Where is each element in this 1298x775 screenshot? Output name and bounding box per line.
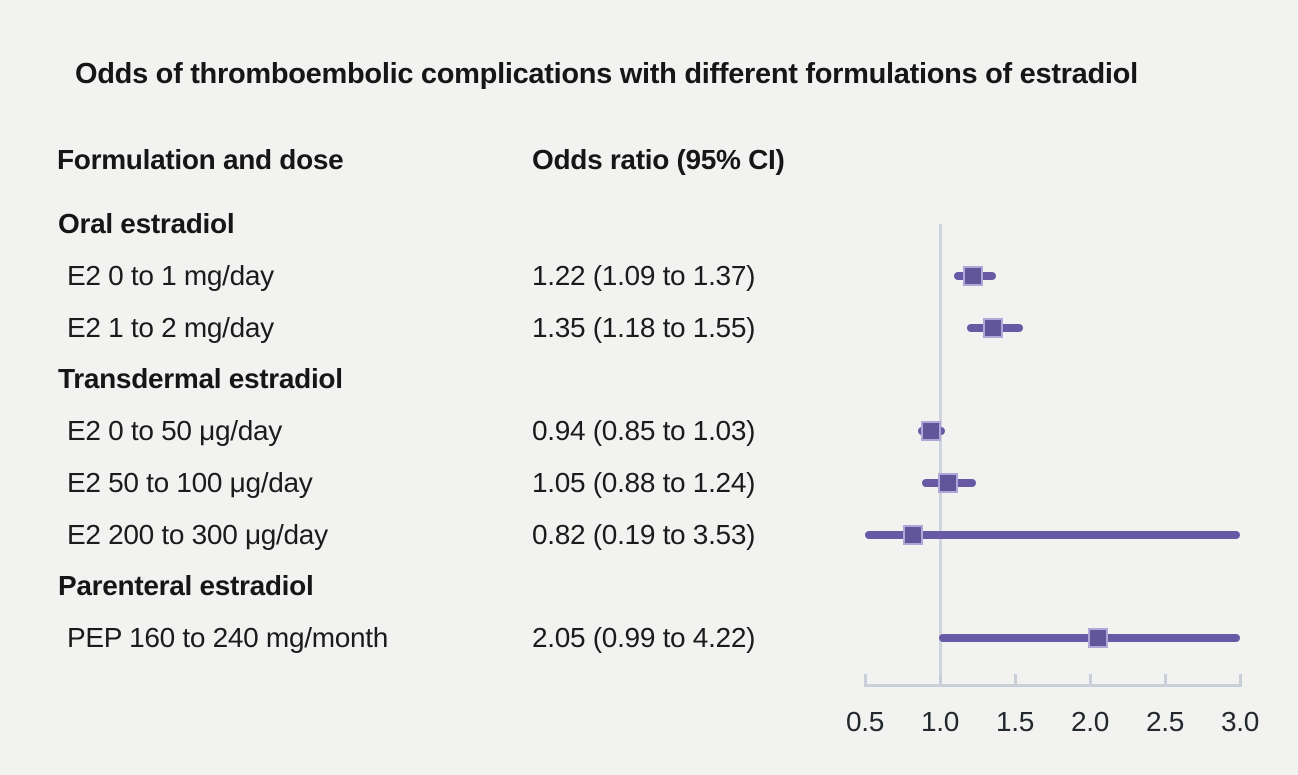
ci-line <box>865 531 1240 539</box>
x-axis-line <box>864 684 1242 687</box>
odds-ratio-marker <box>1087 628 1108 648</box>
odds-ratio-text: 0.82 (0.19 to 3.53) <box>532 519 756 550</box>
row-label: PEP 160 to 240 mg/month <box>67 622 389 653</box>
x-axis-tick-label: 3.0 <box>1220 706 1260 737</box>
odds-ratio-marker <box>937 473 958 493</box>
x-axis-tick <box>1089 674 1092 686</box>
odds-ratio-marker <box>963 266 983 286</box>
column-header-formulation: Formulation and dose <box>57 144 344 175</box>
odds-ratio-text: 0.94 (0.85 to 1.03) <box>532 415 756 446</box>
row-label: E2 50 to 100 μg/day <box>67 467 313 498</box>
row-label: E2 1 to 2 mg/day <box>67 312 274 343</box>
odds-ratio-text: 2.05 (0.99 to 4.22) <box>532 622 756 653</box>
row-label: E2 0 to 1 mg/day <box>67 260 274 291</box>
x-axis-tick-label: 0.5 <box>845 706 885 737</box>
odds-ratio-text: 1.35 (1.18 to 1.55) <box>532 312 756 343</box>
x-axis-tick <box>939 674 942 686</box>
group-label: Oral estradiol <box>58 208 235 239</box>
x-axis-tick-label: 1.5 <box>995 706 1035 737</box>
group-label: Transdermal estradiol <box>58 363 343 394</box>
odds-ratio-text: 1.22 (1.09 to 1.37) <box>532 260 756 291</box>
x-axis-tick <box>1239 674 1242 686</box>
odds-ratio-marker <box>921 421 941 441</box>
odds-ratio-marker <box>903 525 923 545</box>
x-axis-tick <box>1164 674 1167 686</box>
x-axis-tick <box>1014 674 1017 686</box>
column-header-odds-ratio: Odds ratio (95% CI) <box>532 144 785 175</box>
x-axis-tick <box>864 674 867 686</box>
x-axis-tick-label: 1.0 <box>920 706 960 737</box>
odds-ratio-marker <box>982 318 1003 338</box>
row-label: E2 0 to 50 μg/day <box>67 415 282 446</box>
chart-title: Odds of thromboembolic complications wit… <box>75 58 1138 90</box>
x-axis-tick-label: 2.5 <box>1145 706 1185 737</box>
x-axis-tick-label: 2.0 <box>1070 706 1110 737</box>
row-label: E2 200 to 300 μg/day <box>67 519 328 550</box>
odds-ratio-text: 1.05 (0.88 to 1.24) <box>532 467 756 498</box>
reference-line-1 <box>939 224 942 686</box>
group-label: Parenteral estradiol <box>58 570 314 601</box>
